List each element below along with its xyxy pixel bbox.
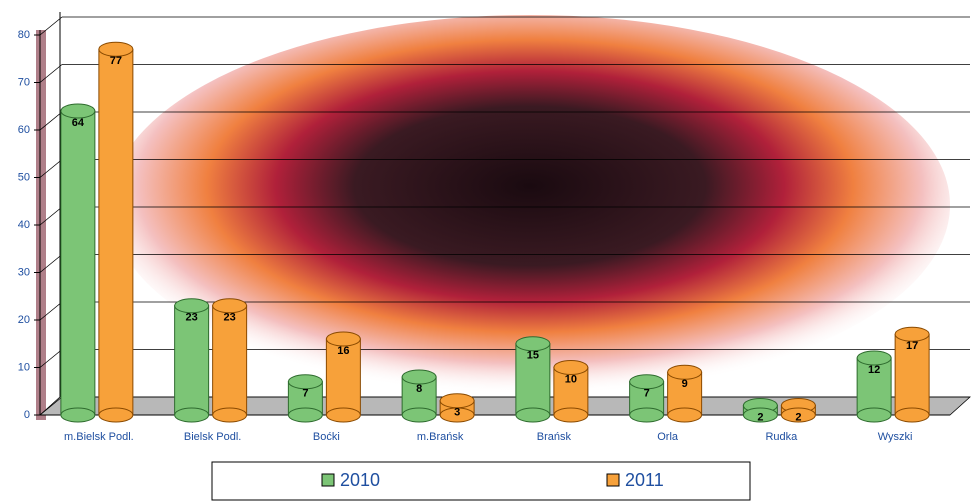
legend bbox=[212, 462, 750, 500]
bar-top bbox=[326, 332, 360, 346]
data-label: 7 bbox=[302, 388, 308, 400]
data-label: 23 bbox=[224, 312, 236, 324]
bar-top bbox=[440, 394, 474, 408]
data-label: 8 bbox=[416, 383, 422, 395]
x-tick-label: Brańsk bbox=[537, 431, 572, 443]
x-tick-label: Boćki bbox=[313, 431, 340, 443]
bar-top bbox=[213, 299, 247, 313]
bar-bottom bbox=[630, 408, 664, 422]
legend-swatch bbox=[322, 474, 334, 486]
x-tick-label: Wyszki bbox=[878, 431, 913, 443]
data-label: 10 bbox=[565, 373, 577, 385]
bar bbox=[61, 111, 95, 415]
data-label: 15 bbox=[527, 350, 539, 362]
page: 01020304050607080m.Bielsk Podl.6477Biels… bbox=[0, 0, 971, 502]
legend-label: 2011 bbox=[625, 470, 664, 490]
data-label: 12 bbox=[868, 364, 880, 376]
data-label: 23 bbox=[186, 312, 198, 324]
data-label: 7 bbox=[644, 388, 650, 400]
data-label: 2 bbox=[757, 411, 763, 423]
bar-top bbox=[61, 104, 95, 118]
bar-bottom bbox=[895, 408, 929, 422]
bar-bottom bbox=[668, 408, 702, 422]
y-tick-label: 60 bbox=[18, 124, 30, 136]
bar-top bbox=[402, 370, 436, 384]
bar-top bbox=[175, 299, 209, 313]
data-label: 64 bbox=[72, 117, 85, 129]
bar-top bbox=[99, 42, 133, 56]
x-tick-label: Bielsk Podl. bbox=[184, 431, 241, 443]
y-tick-label: 70 bbox=[18, 76, 30, 88]
legend-label: 2010 bbox=[340, 470, 380, 490]
y-tick-label: 10 bbox=[18, 361, 30, 373]
bar-bottom bbox=[516, 408, 550, 422]
bar-bottom bbox=[213, 408, 247, 422]
bar-bottom bbox=[554, 408, 588, 422]
bar-top bbox=[895, 327, 929, 341]
y-tick-label: 30 bbox=[18, 266, 30, 278]
y-tick-label: 20 bbox=[18, 314, 30, 326]
data-label: 3 bbox=[454, 407, 460, 419]
bar-bottom bbox=[288, 408, 322, 422]
bar-bottom bbox=[61, 408, 95, 422]
data-label: 17 bbox=[906, 340, 918, 352]
bar-top bbox=[516, 337, 550, 351]
x-tick-label: m.Brańsk bbox=[417, 431, 464, 443]
data-label: 9 bbox=[682, 378, 688, 390]
x-tick-label: m.Bielsk Podl. bbox=[64, 431, 134, 443]
bar-top bbox=[630, 375, 664, 389]
y-tick-label: 0 bbox=[24, 409, 30, 421]
x-tick-label: Rudka bbox=[765, 431, 798, 443]
bar-top bbox=[668, 365, 702, 379]
bar-bottom bbox=[326, 408, 360, 422]
bar-bottom bbox=[99, 408, 133, 422]
bar-bottom bbox=[857, 408, 891, 422]
y-tick-label: 80 bbox=[18, 29, 30, 41]
bar-top bbox=[857, 351, 891, 365]
chart: 01020304050607080m.Bielsk Podl.6477Biels… bbox=[0, 0, 971, 502]
bar bbox=[99, 49, 133, 415]
legend-swatch bbox=[607, 474, 619, 486]
x-tick-label: Orla bbox=[657, 431, 679, 443]
bar-top bbox=[554, 361, 588, 375]
data-label: 2 bbox=[795, 411, 801, 423]
y-tick-label: 50 bbox=[18, 171, 30, 183]
bar-bottom bbox=[175, 408, 209, 422]
y-tick-label: 40 bbox=[18, 219, 30, 231]
bar-top bbox=[288, 375, 322, 389]
data-label: 16 bbox=[337, 345, 349, 357]
data-label: 77 bbox=[110, 55, 122, 67]
bar-bottom bbox=[402, 408, 436, 422]
